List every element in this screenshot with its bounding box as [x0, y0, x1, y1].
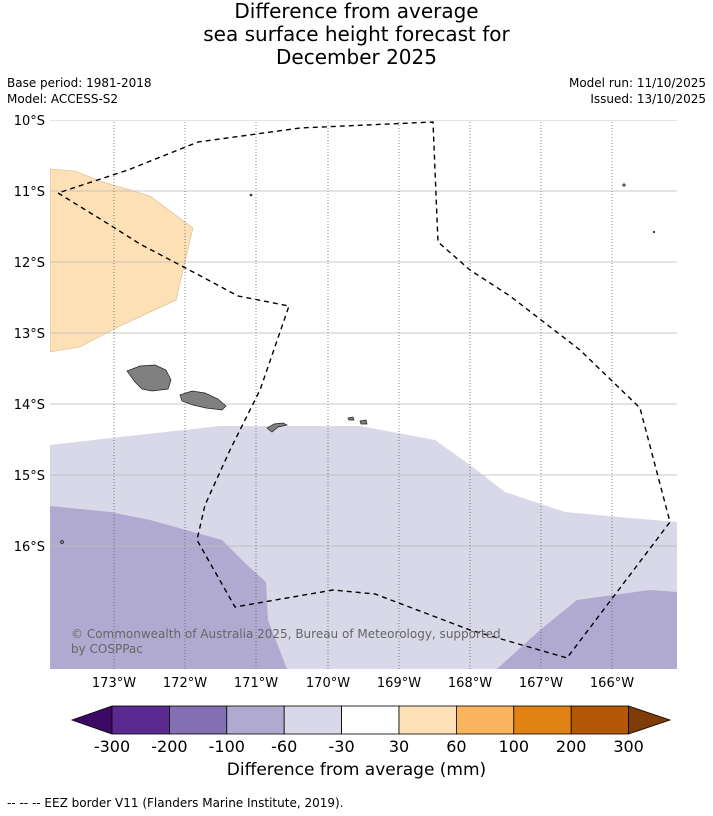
colorbar-label: Difference from average (mm) — [226, 760, 487, 780]
lon-label: 173°W — [92, 676, 136, 691]
lon-label: 166°W — [590, 676, 634, 691]
colorbar-tick-label: 60 — [446, 737, 466, 756]
upolu-island — [179, 390, 227, 411]
colorbar-segment — [513, 705, 572, 735]
colorbar-tick-label: -200 — [151, 737, 187, 756]
colorbar-extend-max — [628, 705, 672, 735]
colorbar-segment — [570, 705, 630, 735]
base-period-text: Base period: 1981-2018 — [7, 76, 152, 90]
lon-label: 172°W — [163, 676, 207, 691]
savaii-island — [126, 364, 172, 392]
lat-label: 12°S — [14, 256, 45, 271]
colorbar-segment — [226, 705, 285, 735]
lat-gridlines — [50, 120, 677, 547]
lon-label: 171°W — [234, 676, 278, 691]
anomaly-region-peach — [50, 168, 194, 353]
colorbar-tick-label: -60 — [271, 737, 297, 756]
lat-label: 14°S — [14, 398, 45, 413]
small-island-1 — [249, 193, 253, 197]
small-island-3 — [652, 230, 656, 234]
copyright-line-1: © Commonwealth of Australia 2025, Bureau… — [71, 627, 501, 641]
lat-label: 15°S — [14, 469, 45, 484]
eez-legend-text: -- -- -- EEZ border V11 (Flanders Marine… — [7, 796, 344, 810]
lon-label: 170°W — [306, 676, 350, 691]
tutuila-island — [266, 422, 289, 433]
lat-label: 11°S — [14, 185, 45, 200]
lat-label: 16°S — [14, 540, 45, 555]
anomaly-region-mid-lavender-west — [50, 506, 287, 669]
ofu-island — [347, 416, 355, 421]
colorbar-extend-min — [70, 705, 113, 735]
colorbar-tick-label: 30 — [389, 737, 409, 756]
title-line-3: December 2025 — [276, 45, 437, 69]
colorbar-tick-label: -30 — [329, 737, 355, 756]
colorbar-segment — [283, 705, 343, 735]
lat-labels: 10°S 11°S 12°S 13°S 14°S 15°S 16°S — [14, 114, 45, 555]
title-line-1: Difference from average — [234, 0, 479, 23]
lon-labels: 173°W 172°W 171°W 170°W 169°W 168°W 167°… — [92, 676, 634, 691]
small-island-2 — [622, 183, 626, 187]
tau-island — [359, 419, 368, 425]
lon-label: 169°W — [377, 676, 421, 691]
land-islands — [60, 183, 656, 544]
lat-label: 13°S — [14, 327, 45, 342]
model-run-text: Model run: 11/10/2025 — [568, 76, 706, 90]
small-island-4 — [60, 540, 64, 544]
meta-left: Base period: 1981-2018 Model: ACCESS-S2 — [7, 75, 152, 107]
colorbar-tick-label: -100 — [209, 737, 245, 756]
eez-border — [56, 121, 671, 659]
colorbar-segment — [168, 705, 228, 735]
meta-right: Model run: 11/10/2025 Issued: 13/10/2025 — [569, 75, 706, 107]
colorbar-segment — [398, 705, 457, 735]
copyright-line-2: by COSPPac — [71, 642, 143, 656]
lat-label: 10°S — [14, 114, 45, 129]
colorbar: -300 -200 -100 -60 -30 30 60 100 200 300 — [70, 705, 672, 756]
colorbar-tick-label: 100 — [499, 737, 530, 756]
lon-label: 167°W — [519, 676, 563, 691]
issued-text: Issued: 13/10/2025 — [590, 92, 706, 106]
map-svg: © Commonwealth of Australia 2025, Bureau… — [14, 114, 677, 691]
colorbar-segment — [341, 705, 400, 735]
lon-label: 168°W — [448, 676, 492, 691]
title-line-2: sea surface height forecast for — [203, 22, 510, 46]
colorbar-tick-label: 300 — [613, 737, 644, 756]
map-title: Difference from average sea surface heig… — [0, 0, 713, 69]
colorbar-tick-label: 200 — [556, 737, 587, 756]
colorbar-segment — [111, 705, 170, 735]
anomaly-region-mid-lavender-east — [497, 590, 677, 669]
model-text: Model: ACCESS-S2 — [7, 92, 119, 106]
colorbar-tick-label: -300 — [94, 737, 130, 756]
colorbar-segment — [455, 705, 515, 735]
